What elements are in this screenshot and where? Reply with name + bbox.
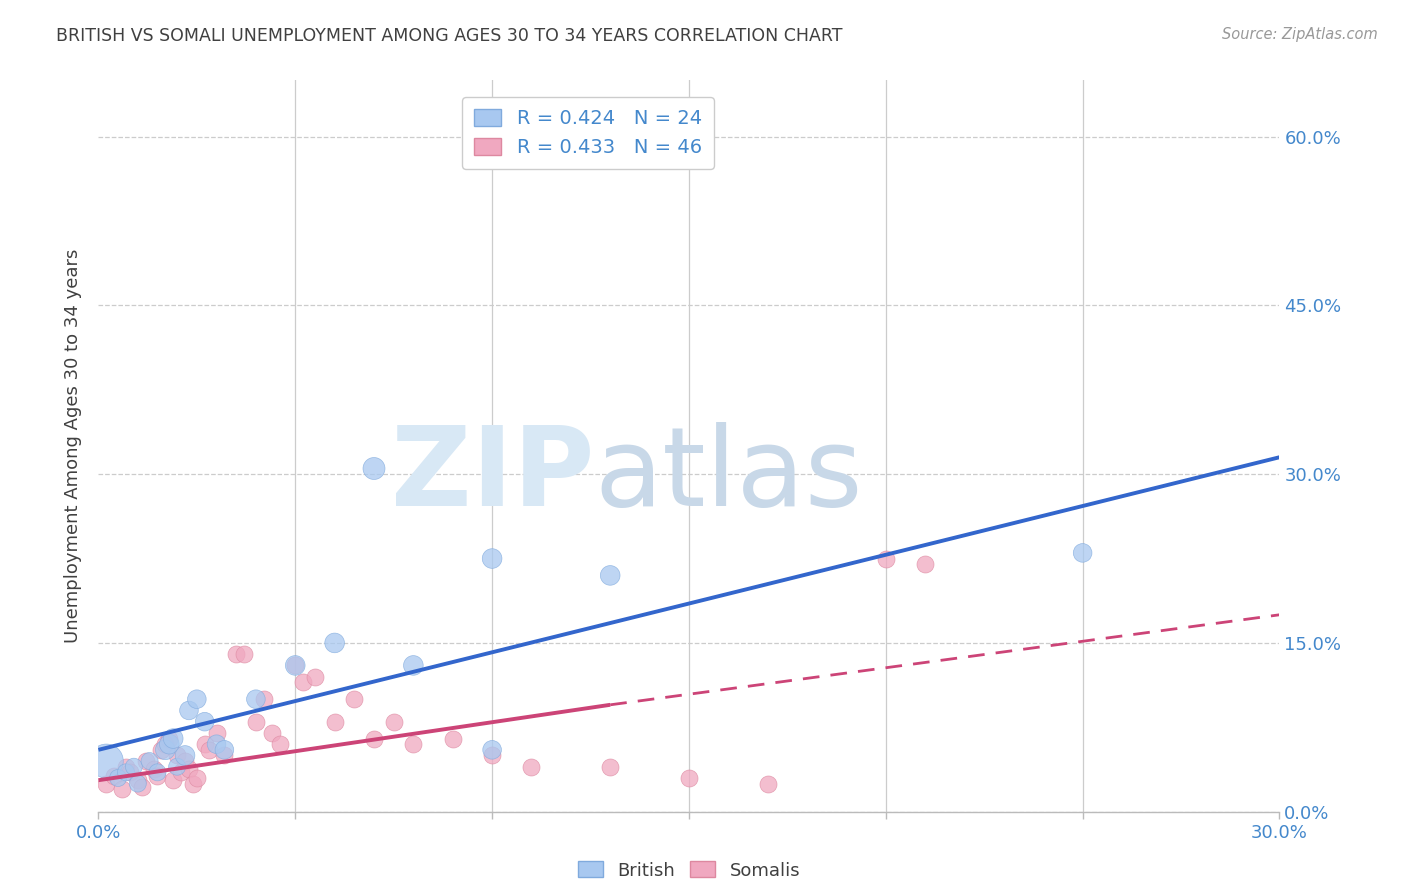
Point — [174, 754, 197, 768]
Point — [875, 551, 897, 566]
Point — [323, 636, 346, 650]
Point — [107, 771, 129, 785]
Point — [363, 731, 385, 746]
Point — [481, 748, 503, 763]
Point — [481, 551, 503, 566]
Point — [162, 773, 184, 788]
Text: atlas: atlas — [595, 422, 863, 529]
Point — [253, 692, 276, 706]
Point — [103, 769, 125, 783]
Point — [157, 731, 180, 746]
Point — [166, 760, 188, 774]
Point — [441, 731, 464, 746]
Point — [540, 135, 562, 149]
Point — [142, 762, 165, 776]
Point — [284, 658, 307, 673]
Text: BRITISH VS SOMALI UNEMPLOYMENT AMONG AGES 30 TO 34 YEARS CORRELATION CHART: BRITISH VS SOMALI UNEMPLOYMENT AMONG AGE… — [56, 27, 842, 45]
Y-axis label: Unemployment Among Ages 30 to 34 years: Unemployment Among Ages 30 to 34 years — [65, 249, 83, 643]
Point — [914, 557, 936, 571]
Point — [146, 765, 169, 780]
Point — [343, 692, 366, 706]
Point — [177, 703, 200, 717]
Point — [233, 647, 256, 661]
Point — [174, 748, 197, 763]
Point — [177, 762, 200, 776]
Point — [260, 726, 283, 740]
Point — [186, 771, 208, 785]
Point — [118, 765, 141, 780]
Point — [162, 731, 184, 746]
Point — [205, 726, 228, 740]
Point — [678, 771, 700, 785]
Point — [304, 670, 326, 684]
Point — [194, 737, 217, 751]
Point — [146, 769, 169, 783]
Point — [186, 692, 208, 706]
Point — [194, 714, 217, 729]
Point — [96, 754, 118, 768]
Point — [131, 780, 153, 794]
Text: Source: ZipAtlas.com: Source: ZipAtlas.com — [1222, 27, 1378, 42]
Point — [166, 748, 188, 763]
Point — [122, 760, 145, 774]
Point — [382, 714, 405, 729]
Point — [402, 658, 425, 673]
Point — [127, 773, 149, 788]
Point — [599, 760, 621, 774]
Point — [599, 568, 621, 582]
Point — [284, 658, 307, 673]
Point — [127, 776, 149, 790]
Point — [155, 737, 177, 751]
Point — [170, 765, 193, 780]
Point — [96, 776, 118, 790]
Point — [150, 743, 173, 757]
Point — [181, 776, 204, 790]
Text: ZIP: ZIP — [391, 422, 595, 529]
Point — [135, 754, 157, 768]
Point — [214, 743, 236, 757]
Point — [520, 760, 543, 774]
Legend: British, Somalis: British, Somalis — [571, 855, 807, 887]
Point — [205, 737, 228, 751]
Point — [115, 760, 138, 774]
Point — [115, 765, 138, 780]
Point — [1071, 546, 1094, 560]
Point — [363, 461, 385, 475]
Point — [292, 675, 315, 690]
Point — [214, 748, 236, 763]
Point — [157, 737, 180, 751]
Point — [402, 737, 425, 751]
Point — [245, 692, 267, 706]
Point — [225, 647, 247, 661]
Point — [481, 743, 503, 757]
Point — [323, 714, 346, 729]
Point — [155, 743, 177, 757]
Point — [138, 754, 160, 768]
Point — [756, 776, 779, 790]
Point — [111, 782, 134, 797]
Point — [245, 714, 267, 729]
Point — [197, 743, 219, 757]
Point — [269, 737, 291, 751]
